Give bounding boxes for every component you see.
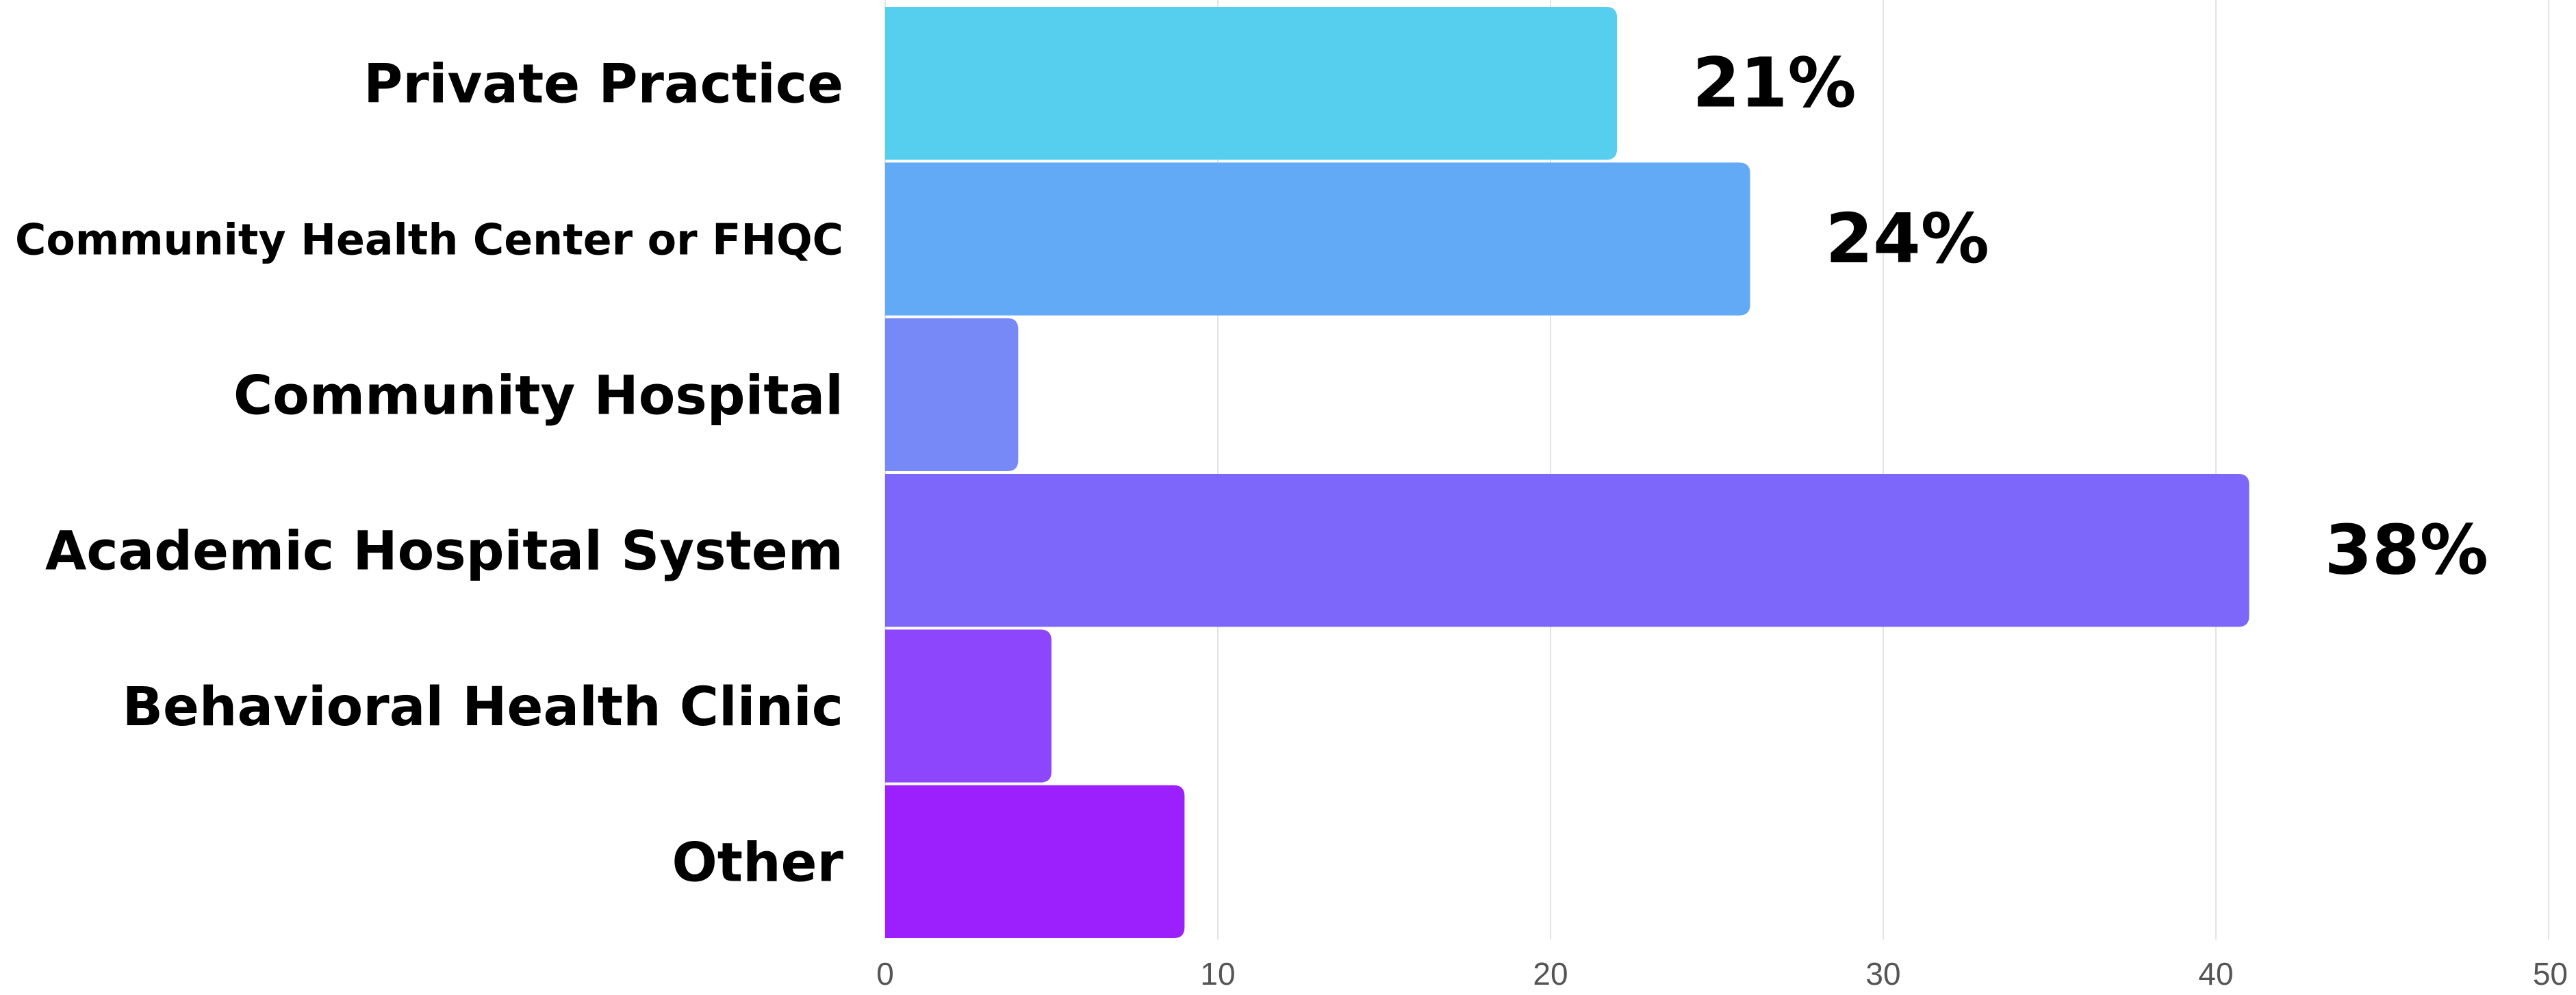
data-label: 24% [1826,199,1989,279]
x-tick-label: 30 [1865,956,1900,992]
category-label: Private Practice [364,54,843,116]
data-label: 21% [1692,43,1856,123]
data-labels: 21% 24% 38% [1692,43,2488,590]
category-labels: Private Practice Community Health Center … [15,54,844,894]
x-tick-label: 20 [1533,956,1568,992]
x-tick-label: 50 [2533,956,2568,992]
category-label: Other [672,832,844,894]
bar [885,162,1750,316]
bar [885,474,2249,627]
x-tick-label: 10 [1200,956,1235,992]
x-axis-ticks: 0 10 20 30 40 50 [876,956,2568,992]
category-label: Academic Hospital System [45,521,843,583]
category-label: Behavioral Health Clinic [123,677,843,738]
data-label: 38% [2325,510,2488,590]
bar [885,629,1051,783]
bar [885,785,1185,938]
bar [885,318,1019,471]
x-tick-label: 0 [876,956,894,992]
category-label: Community Health Center or FHQC [15,214,843,264]
category-label: Community Hospital [233,365,843,427]
x-tick-label: 40 [2198,956,2233,992]
bar [885,7,1618,160]
bar-layer [885,7,2249,938]
